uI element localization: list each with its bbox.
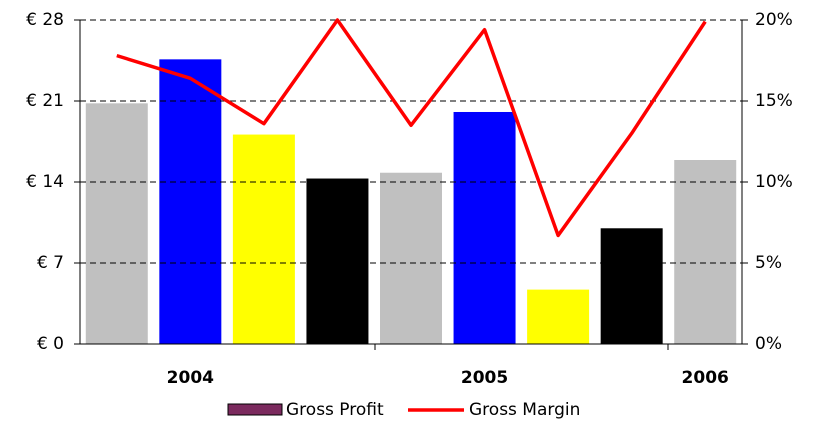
bar [85,103,148,344]
y-tick-label: € 28 [26,10,64,30]
bar [674,160,737,344]
line [116,18,707,238]
bar [600,228,663,344]
x-tick-label: 2005 [461,368,508,388]
bar [306,178,369,344]
bar [527,289,590,344]
y-tick-label: € 0 [37,334,64,354]
y-tick-label: € 7 [37,253,64,273]
y2-tick-label: 15% [755,91,793,111]
bar [232,134,295,344]
legend-swatch [227,403,283,416]
bar [380,172,442,344]
bar [159,59,222,344]
y-tick-label: € 14 [26,172,64,192]
x-tick-label: 2004 [167,368,214,388]
bar [453,111,516,344]
y2-tick-label: 0% [755,334,782,354]
y2-tick-label: 10% [755,172,793,192]
y2-tick-label: 5% [755,253,782,273]
x-tick-label: 2006 [682,368,729,388]
y-tick-label: € 21 [26,91,64,111]
legend-label: Gross Margin [469,400,580,420]
y2-tick-label: 20% [755,10,793,30]
legend-label: Gross Profit [286,400,384,420]
